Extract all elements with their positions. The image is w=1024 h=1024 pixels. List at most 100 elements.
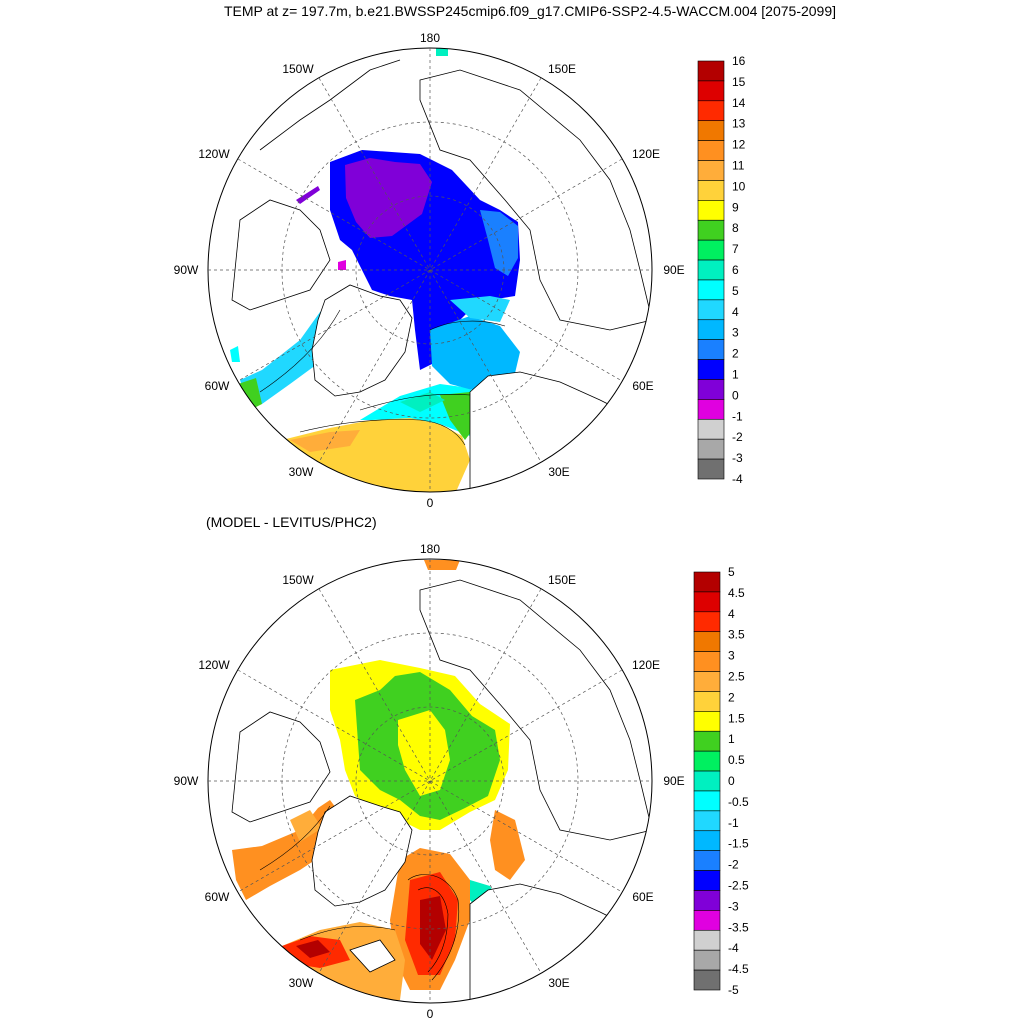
bottom-lon-30e: 30E [548, 976, 569, 990]
top-colorbar-label-11: 5 [732, 284, 739, 298]
bottom-lon-150e: 150E [548, 573, 576, 587]
bottom-colorbar-swatch-12 [693, 810, 721, 832]
bottom-colorbar-label-7: 1.5 [728, 711, 745, 725]
bottom-colorbar-swatch-16 [693, 890, 721, 911]
bottom-colorbar-label-18: -4 [728, 941, 739, 955]
top-colorbar-swatch-0 [697, 60, 725, 82]
top-colorbar-swatch-19 [697, 438, 725, 460]
top-colorbar-label-18: -2 [732, 430, 743, 444]
bottom-colorbar-swatch-0 [693, 571, 721, 593]
bottom-colorbar-label-16: -3 [728, 899, 739, 913]
top-colorbar-label-7: 9 [732, 200, 739, 214]
bottom-colorbar-swatch-3 [693, 631, 721, 652]
top-colorbar-label-19: -3 [732, 451, 743, 465]
bottom-colorbar-label-6: 2 [728, 690, 735, 704]
bottom-lon-60w: 60W [205, 890, 230, 904]
bottom-lon-90w: 90W [174, 774, 199, 788]
top-lon-30w: 30W [289, 465, 314, 479]
bottom-colorbar-swatch-19 [693, 949, 721, 971]
top-colorbar-label-13: 3 [732, 326, 739, 340]
top-map [207, 47, 653, 493]
top-lon-30e: 30E [548, 465, 569, 479]
bottom-lon-labels: 180 150W 150E 120W 120E 90W 90E 60W 60E … [174, 542, 685, 1021]
bottom-colorbar-swatch-9 [693, 750, 721, 772]
bottom-lon-30w: 30W [289, 976, 314, 990]
bottom-colorbar-label-3: 3.5 [728, 628, 745, 642]
top-colorbar-swatch-2 [697, 100, 725, 122]
bottom-colorbar-swatch-18 [693, 929, 721, 951]
bottom-colorbar-label-5: 2.5 [728, 670, 745, 684]
top-colorbar-label-10: 6 [732, 263, 739, 277]
top-lon-60e: 60E [632, 379, 653, 393]
top-colorbar-swatch-16 [697, 379, 725, 400]
top-lon-120e: 120E [632, 147, 660, 161]
top-lon-0: 0 [427, 496, 434, 510]
bottom-title: (MODEL - LEVITUS/PHC2) [206, 514, 377, 530]
top-colorbar-swatch-1 [697, 80, 725, 102]
top-lon-150w: 150W [282, 62, 314, 76]
top-title: TEMP at z= 197.7m, b.e21.BWSSP245cmip6.f… [224, 3, 836, 19]
top-colorbar-label-20: -4 [732, 472, 743, 486]
top-colorbar-swatch-14 [697, 339, 725, 360]
bottom-colorbar-swatch-20 [693, 969, 721, 991]
top-lon-90w: 90W [174, 263, 199, 277]
bottom-lon-60e: 60E [632, 890, 653, 904]
top-colorbar-label-1: 15 [732, 75, 746, 89]
top-colorbar-label-16: 0 [732, 388, 739, 402]
top-colorbar-label-9: 7 [732, 242, 739, 256]
top-colorbar-swatch-5 [697, 160, 725, 181]
bottom-colorbar-swatch-11 [693, 790, 721, 812]
bottom-greenland [311, 795, 413, 907]
top-colorbar-swatch-11 [697, 279, 725, 301]
top-lon-labels: 180 150W 150E 120W 120E 90W 90E 60W 60E … [174, 31, 685, 510]
top-colorbar-label-4: 12 [732, 138, 746, 152]
top-colorbar-swatch-9 [697, 239, 725, 261]
bottom-colorbar-swatch-1 [693, 591, 721, 613]
top-greenland [311, 284, 413, 397]
bottom-lon-120w: 120W [198, 658, 230, 672]
top-colorbar-swatch-6 [697, 180, 725, 201]
bottom-colorbar-swatch-10 [693, 770, 721, 792]
bottom-lon-180: 180 [420, 542, 440, 556]
top-colorbar-label-8: 8 [732, 221, 739, 235]
top-colorbar-label-2: 14 [732, 96, 746, 110]
bottom-colorbar-swatch-17 [693, 910, 721, 931]
bottom-colorbar-label-2: 4 [728, 607, 735, 621]
bottom-colorbar-label-0: 5 [728, 565, 735, 579]
top-lon-120w: 120W [198, 147, 230, 161]
bottom-colorbar-label-13: -1.5 [728, 837, 749, 851]
bottom-colorbar: 5 4.5 4 3.5 3 2.5 2 1.5 1 0.5 0 -0.5 -1 -1.5 -2 -2.5 -3 -… [693, 565, 749, 997]
top-colorbar-swatch-7 [697, 200, 725, 221]
top-colorbar-swatch-12 [697, 299, 725, 321]
top-colorbar-swatch-4 [697, 140, 725, 161]
bottom-colorbar-swatch-15 [693, 870, 721, 891]
bottom-colorbar-label-14: -2 [728, 858, 739, 872]
bottom-colorbar-label-20: -5 [728, 983, 739, 997]
top-lon-90e: 90E [663, 263, 684, 277]
bottom-colorbar-swatch-13 [693, 830, 721, 851]
bottom-colorbar-label-1: 4.5 [728, 586, 745, 600]
bottom-colorbar-label-9: 0.5 [728, 753, 745, 767]
top-lon-180: 180 [420, 31, 440, 45]
top-colorbar-swatch-13 [697, 319, 725, 340]
bottom-lon-150w: 150W [282, 573, 314, 587]
top-colorbar-swatch-20 [697, 458, 725, 480]
top-colorbar-label-15: 1 [732, 368, 739, 382]
bottom-colorbar-label-12: -1 [728, 816, 739, 830]
bottom-colorbar-label-11: -0.5 [728, 795, 749, 809]
top-colorbar-swatch-18 [697, 418, 725, 440]
bottom-colorbar-label-17: -3.5 [728, 920, 749, 934]
bottom-colorbar-label-8: 1 [728, 732, 735, 746]
bottom-colorbar-label-15: -2.5 [728, 879, 749, 893]
top-lon-60w: 60W [205, 379, 230, 393]
top-colorbar-label-3: 13 [732, 117, 746, 131]
top-colorbar-label-6: 10 [732, 179, 746, 193]
top-colorbar-swatch-17 [697, 399, 725, 420]
bottom-colorbar-swatch-14 [693, 850, 721, 871]
bottom-colorbar-label-10: 0 [728, 774, 735, 788]
bottom-colorbar-label-4: 3 [728, 649, 735, 663]
bottom-colorbar-swatch-5 [693, 671, 721, 692]
top-colorbar-swatch-10 [697, 259, 725, 281]
bottom-lon-120e: 120E [632, 658, 660, 672]
